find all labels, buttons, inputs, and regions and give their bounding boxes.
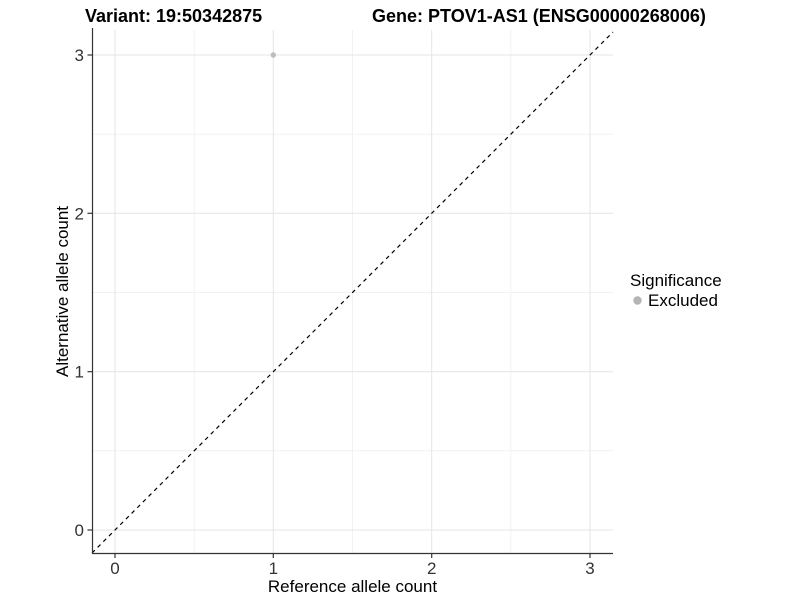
legend-marker-excluded-icon (633, 296, 642, 305)
grid-minor (92, 30, 613, 553)
x-axis-title: Reference allele count (268, 577, 437, 596)
x-tick-label-3: 3 (585, 559, 594, 578)
legend: Significance Excluded (630, 271, 722, 310)
y-tick-label-1: 1 (75, 363, 84, 382)
legend-label-excluded: Excluded (648, 291, 718, 310)
y-tick-label-2: 2 (75, 204, 84, 223)
gene-title: Gene: PTOV1-AS1 (ENSG00000268006) (372, 6, 706, 26)
y-tick-labels: 0 1 2 3 (75, 46, 84, 540)
tick-marks (87, 54, 591, 558)
x-tick-label-2: 2 (427, 559, 436, 578)
variant-title: Variant: 19:50342875 (85, 6, 262, 26)
axis-lines (91, 28, 613, 555)
legend-title: Significance (630, 271, 722, 290)
y-axis-title: Alternative allele count (53, 206, 72, 377)
identity-reference-line (91, 31, 614, 554)
y-tick-label-3: 3 (75, 46, 84, 65)
x-tick-label-0: 0 (110, 559, 119, 578)
x-tick-labels: 0 1 2 3 (110, 559, 594, 578)
grid-major (92, 30, 613, 553)
x-tick-label-1: 1 (269, 559, 278, 578)
data-point-excluded (270, 52, 276, 58)
y-tick-label-0: 0 (75, 521, 84, 540)
